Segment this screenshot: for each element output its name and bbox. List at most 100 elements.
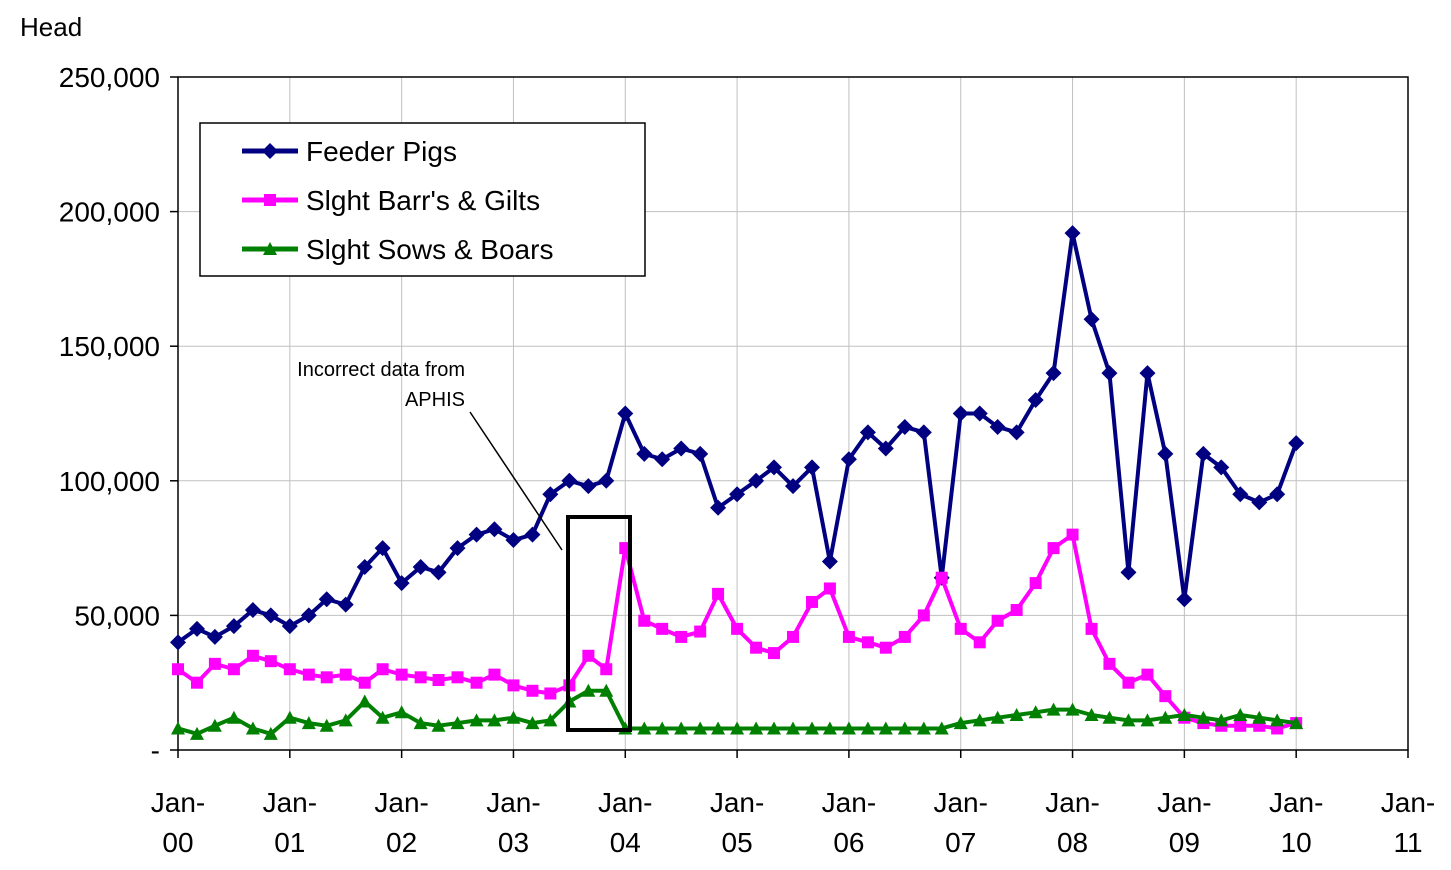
marker xyxy=(1009,708,1024,722)
marker xyxy=(320,671,333,684)
marker xyxy=(526,684,539,697)
marker xyxy=(301,716,316,730)
marker xyxy=(486,521,503,538)
marker xyxy=(1159,690,1172,703)
marker xyxy=(711,721,726,735)
marker xyxy=(1288,435,1305,452)
marker xyxy=(1120,564,1137,581)
marker xyxy=(823,582,836,595)
marker xyxy=(374,540,391,557)
marker xyxy=(262,143,278,159)
marker xyxy=(617,405,634,422)
marker xyxy=(263,242,277,255)
marker xyxy=(414,671,427,684)
marker xyxy=(282,710,297,724)
marker xyxy=(766,721,781,735)
marker xyxy=(1176,591,1193,608)
marker xyxy=(638,614,651,627)
marker xyxy=(748,472,765,489)
marker xyxy=(357,694,372,708)
x-tick-label: Jan-09 xyxy=(1157,787,1211,858)
marker xyxy=(1047,542,1060,555)
marker xyxy=(1177,708,1192,722)
marker xyxy=(208,657,221,670)
highlight-box xyxy=(566,515,632,732)
marker xyxy=(264,655,277,668)
x-tick-label: Jan-08 xyxy=(1045,787,1099,858)
marker xyxy=(729,486,746,503)
marker xyxy=(1102,710,1117,724)
marker xyxy=(319,718,334,732)
marker xyxy=(172,663,184,676)
marker xyxy=(973,636,986,649)
marker xyxy=(675,630,688,643)
marker xyxy=(263,726,278,740)
marker xyxy=(674,721,689,735)
y-tick-label: 50,000 xyxy=(74,600,160,631)
marker xyxy=(283,663,296,676)
marker xyxy=(1045,365,1062,382)
marker xyxy=(878,721,893,735)
marker xyxy=(731,622,744,635)
marker xyxy=(806,595,819,608)
marker xyxy=(749,721,764,735)
marker xyxy=(1269,486,1286,503)
x-tick-label: Jan-00 xyxy=(151,787,205,858)
marker xyxy=(693,721,708,735)
marker xyxy=(1010,604,1023,617)
y-tick-label: 100,000 xyxy=(59,466,160,497)
marker xyxy=(654,451,671,468)
marker xyxy=(1252,710,1267,724)
marker xyxy=(952,405,969,422)
marker xyxy=(1103,657,1116,670)
marker xyxy=(525,716,540,730)
marker xyxy=(225,618,242,635)
y-tick-label: 150,000 xyxy=(59,331,160,362)
marker xyxy=(206,628,223,645)
marker xyxy=(507,679,520,692)
marker xyxy=(1157,445,1174,462)
marker xyxy=(561,472,578,489)
marker xyxy=(170,634,186,651)
x-tick-label: Jan-02 xyxy=(374,787,428,858)
marker xyxy=(821,553,838,570)
marker xyxy=(244,602,261,619)
marker xyxy=(598,472,615,489)
marker xyxy=(1083,311,1100,328)
marker xyxy=(190,726,205,740)
y-tick-label: - xyxy=(151,735,160,766)
marker xyxy=(468,526,485,543)
marker xyxy=(765,459,782,476)
marker xyxy=(991,614,1004,627)
annotation-line: Incorrect data from xyxy=(297,359,465,381)
marker xyxy=(487,713,502,727)
marker xyxy=(338,713,353,727)
marker xyxy=(432,674,445,687)
x-tick-label: Jan-03 xyxy=(486,787,540,858)
marker xyxy=(861,636,874,649)
legend-entries: Feeder Pigs Slght Barr's & Gilts Slght Sow… xyxy=(242,136,553,265)
marker xyxy=(879,641,892,654)
marker xyxy=(430,564,447,581)
marker xyxy=(1196,710,1211,724)
x-tick-label: Jan-07 xyxy=(933,787,987,858)
marker xyxy=(1028,705,1043,719)
marker xyxy=(841,721,856,735)
marker xyxy=(393,575,410,592)
x-tick-label: Jan-04 xyxy=(598,787,652,858)
marker xyxy=(712,587,725,600)
marker xyxy=(542,486,559,503)
marker xyxy=(1140,713,1155,727)
x-tick-label: Jan-06 xyxy=(822,787,876,858)
marker xyxy=(450,716,465,730)
marker xyxy=(877,440,894,457)
marker xyxy=(394,705,409,719)
marker xyxy=(1139,365,1156,382)
marker xyxy=(1027,392,1044,409)
marker xyxy=(750,641,763,654)
marker xyxy=(375,710,390,724)
marker xyxy=(1064,225,1081,242)
marker xyxy=(376,663,389,676)
marker xyxy=(1251,494,1268,511)
marker xyxy=(395,668,408,681)
